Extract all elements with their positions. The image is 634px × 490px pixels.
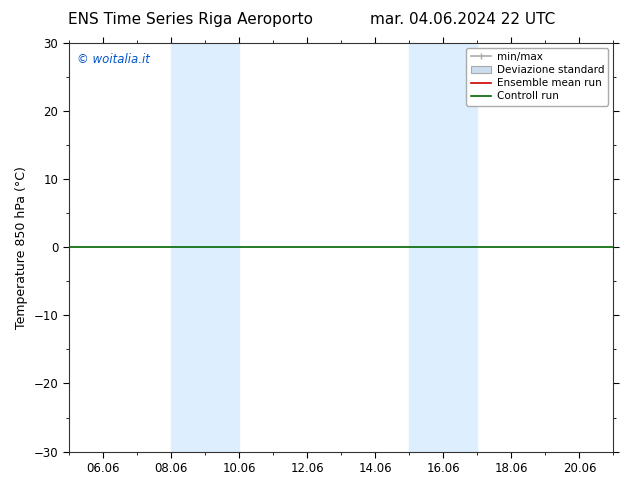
Text: mar. 04.06.2024 22 UTC: mar. 04.06.2024 22 UTC: [370, 12, 555, 27]
Text: © woitalia.it: © woitalia.it: [77, 53, 150, 66]
Text: ENS Time Series Riga Aeroporto: ENS Time Series Riga Aeroporto: [68, 12, 313, 27]
Bar: [409, 43, 443, 452]
Bar: [171, 43, 205, 452]
Legend: min/max, Deviazione standard, Ensemble mean run, Controll run: min/max, Deviazione standard, Ensemble m…: [467, 48, 608, 105]
Bar: [205, 43, 239, 452]
Bar: [443, 43, 477, 452]
Y-axis label: Temperature 850 hPa (°C): Temperature 850 hPa (°C): [15, 166, 28, 328]
